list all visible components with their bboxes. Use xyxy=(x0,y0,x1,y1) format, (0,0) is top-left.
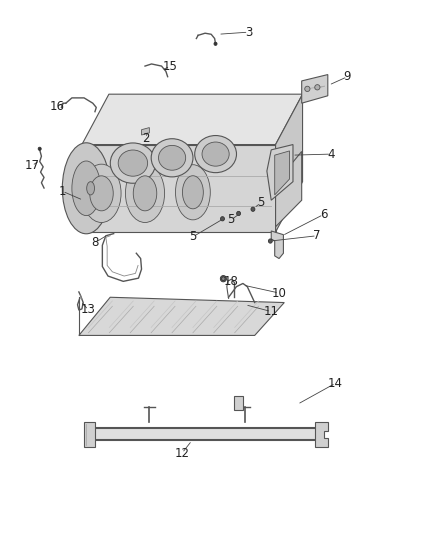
Ellipse shape xyxy=(268,239,272,243)
Ellipse shape xyxy=(118,150,148,176)
Polygon shape xyxy=(79,297,284,335)
Polygon shape xyxy=(95,428,315,440)
Ellipse shape xyxy=(251,207,255,212)
Text: 6: 6 xyxy=(320,208,327,221)
Text: 8: 8 xyxy=(91,236,99,249)
Text: 13: 13 xyxy=(81,303,96,317)
Text: 2: 2 xyxy=(142,132,150,144)
Polygon shape xyxy=(82,94,303,144)
Text: 7: 7 xyxy=(313,229,321,242)
Polygon shape xyxy=(267,144,293,200)
Text: 16: 16 xyxy=(49,100,64,113)
Ellipse shape xyxy=(183,176,203,209)
Text: 10: 10 xyxy=(272,287,286,300)
Text: 5: 5 xyxy=(257,196,265,209)
Ellipse shape xyxy=(202,142,229,166)
Ellipse shape xyxy=(125,164,165,222)
Text: 3: 3 xyxy=(245,26,252,38)
Polygon shape xyxy=(234,397,243,410)
Text: 15: 15 xyxy=(163,60,178,72)
Text: 4: 4 xyxy=(328,148,335,160)
Ellipse shape xyxy=(220,276,226,282)
Ellipse shape xyxy=(315,85,320,90)
Ellipse shape xyxy=(90,176,113,211)
Polygon shape xyxy=(82,144,276,232)
Text: 5: 5 xyxy=(227,213,235,227)
Text: 5: 5 xyxy=(189,230,197,243)
Polygon shape xyxy=(276,151,302,227)
Polygon shape xyxy=(302,75,328,103)
Ellipse shape xyxy=(237,212,240,216)
Polygon shape xyxy=(141,127,149,135)
Ellipse shape xyxy=(62,143,110,234)
Ellipse shape xyxy=(110,143,155,183)
Polygon shape xyxy=(84,422,95,447)
Ellipse shape xyxy=(133,176,157,211)
Ellipse shape xyxy=(87,182,95,195)
Ellipse shape xyxy=(82,164,121,222)
Ellipse shape xyxy=(151,139,193,177)
Ellipse shape xyxy=(72,161,101,215)
Text: 9: 9 xyxy=(344,70,351,83)
Ellipse shape xyxy=(195,135,237,173)
Ellipse shape xyxy=(220,216,224,221)
Text: 18: 18 xyxy=(224,275,239,288)
Ellipse shape xyxy=(305,86,310,92)
Ellipse shape xyxy=(38,147,41,150)
Polygon shape xyxy=(315,422,328,447)
Ellipse shape xyxy=(159,146,186,170)
Text: 17: 17 xyxy=(25,159,39,172)
Text: 14: 14 xyxy=(328,377,343,390)
Polygon shape xyxy=(276,94,303,232)
Text: 11: 11 xyxy=(264,305,279,318)
Polygon shape xyxy=(275,151,290,195)
Text: 1: 1 xyxy=(59,185,66,198)
Polygon shape xyxy=(271,231,283,259)
Ellipse shape xyxy=(214,42,217,45)
Ellipse shape xyxy=(222,277,225,280)
Ellipse shape xyxy=(176,165,210,220)
Text: 12: 12 xyxy=(174,447,190,459)
